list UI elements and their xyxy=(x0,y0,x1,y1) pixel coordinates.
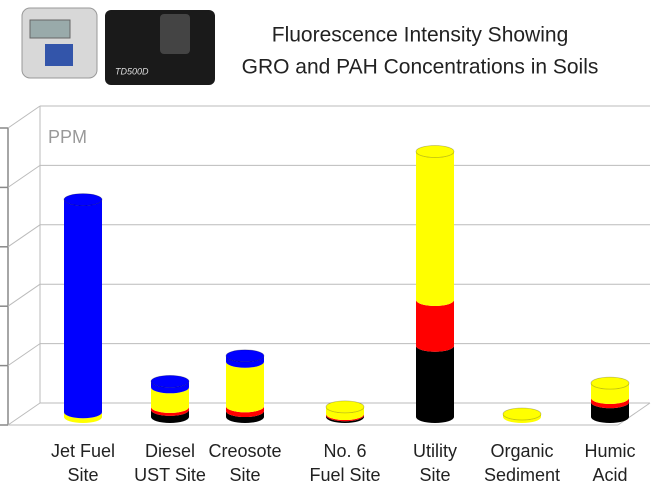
x-tick-label: Sediment xyxy=(484,465,560,485)
bar-cap xyxy=(591,377,629,389)
grid-line xyxy=(8,403,40,425)
grid-line xyxy=(8,225,40,247)
grid-line xyxy=(8,344,40,366)
bar-cap xyxy=(64,194,102,206)
x-tick-label: No. 6 xyxy=(323,441,366,461)
x-tick-label: Site xyxy=(229,465,260,485)
chart-title: GRO and PAH Concentrations in Soils xyxy=(242,56,599,79)
x-tick-label: Site xyxy=(67,465,98,485)
bar-cap xyxy=(326,401,364,413)
y-axis-label: PPM xyxy=(48,127,87,147)
x-tick-label: Creosote xyxy=(208,441,281,461)
svg-text:TD500D: TD500D xyxy=(115,66,149,76)
x-tick-label: Organic xyxy=(490,441,553,461)
chart-title: Fluorescence Intensity Showing xyxy=(272,24,569,47)
device-image: TD500D xyxy=(22,8,215,85)
x-tick-label: Utility xyxy=(413,441,457,461)
x-tick-label: Acid xyxy=(592,465,627,485)
bar-cap xyxy=(151,375,189,387)
bar-segment xyxy=(64,200,102,419)
bar-cap xyxy=(416,145,454,157)
grid-line xyxy=(8,284,40,306)
x-tick-label: Site xyxy=(419,465,450,485)
bar-segment xyxy=(416,151,454,306)
x-tick-label: UST Site xyxy=(134,465,206,485)
bar-segment xyxy=(416,346,454,423)
x-tick-label: Diesel xyxy=(145,441,195,461)
x-tick-label: Fuel Site xyxy=(309,465,380,485)
page: {"chart_data": {"type": "bar3d-stacked",… xyxy=(0,0,666,490)
chart: TD500D Fluorescence Intensity Showing GR… xyxy=(0,0,666,490)
bar-segment xyxy=(226,362,264,413)
bar-segment xyxy=(416,300,454,352)
bar-cap xyxy=(503,408,541,420)
x-tick-label: Humic xyxy=(584,441,635,461)
grid-line xyxy=(8,106,40,128)
grid-line xyxy=(8,165,40,187)
x-tick-label: Jet Fuel xyxy=(51,441,115,461)
bar-cap xyxy=(226,350,264,362)
